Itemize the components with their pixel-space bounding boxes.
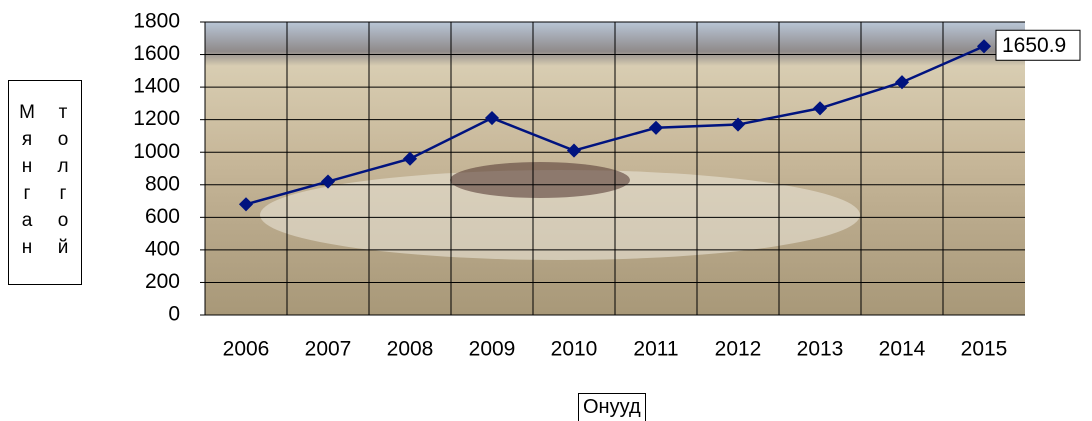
x-tick-label: 2009 [469,338,516,361]
x-tick-label: 2006 [223,338,270,361]
chart-svg: 0 200 400 600 800 1000 1200 1400 1600 1800 2006 200… [0,0,1092,421]
x-tick-label: 2007 [305,338,352,361]
y-tick-label: 200 [145,270,180,293]
y-axis-label-word: Мянган [18,102,37,264]
x-tick-label: 2012 [715,338,762,361]
y-axis-label: Мянган толгой [8,80,82,285]
x-tick-label: 2008 [387,338,434,361]
y-tick-label: 800 [145,172,180,195]
x-tick-label: 2015 [961,338,1008,361]
y-tick-label: 1800 [133,10,180,33]
y-tick-label: 1200 [133,107,180,130]
x-tick-label: 2014 [879,338,926,361]
x-tick-label: 2011 [633,338,678,361]
x-tick-label: 2013 [797,338,844,361]
x-tick-label: 2010 [551,338,598,361]
y-axis-label-word: толгой [54,102,73,264]
background-decor [450,162,630,198]
y-tick-label: 400 [145,237,180,260]
y-tick-label: 1400 [133,75,180,98]
data-label: 1650.9 [1002,34,1066,57]
chart: 0 200 400 600 800 1000 1200 1400 1600 1800 2006 200… [0,0,1092,421]
y-tick-label: 1000 [133,140,180,163]
x-axis-label: Онууд [578,393,646,421]
y-tick-label: 0 [168,303,180,326]
y-tick-label: 600 [145,205,180,228]
y-tick-label: 1600 [133,42,180,65]
